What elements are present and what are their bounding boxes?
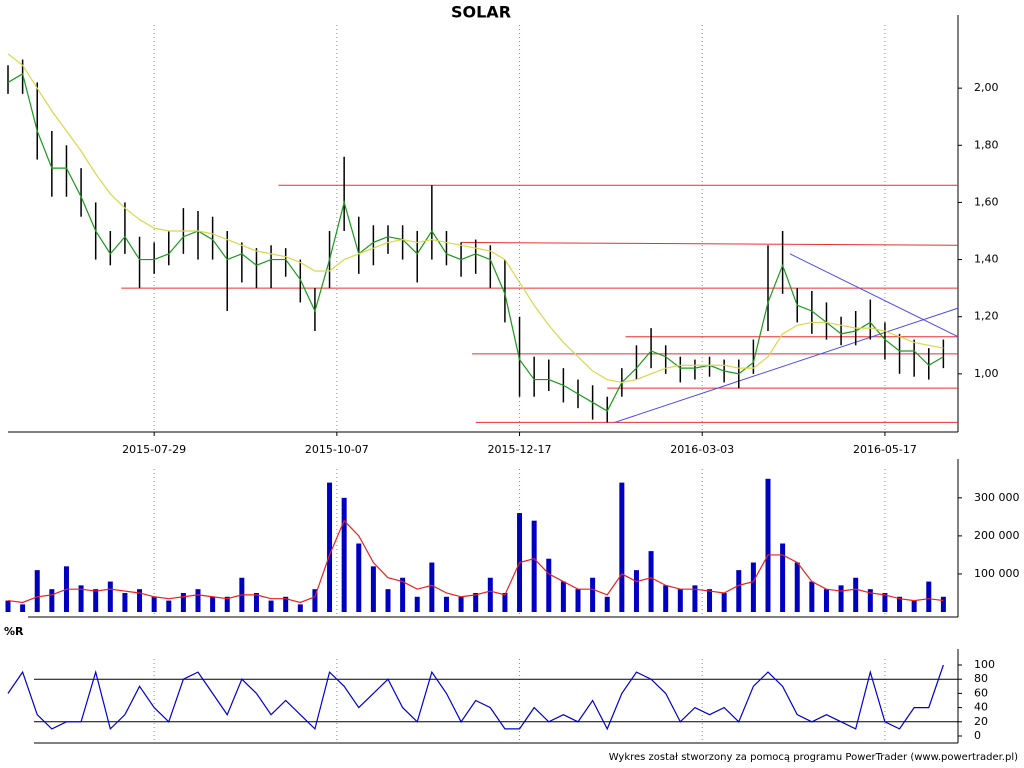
volume-bar — [195, 589, 201, 612]
volume-bar — [356, 543, 362, 612]
volume-bar — [502, 592, 508, 612]
level-line — [789, 253, 959, 338]
y-tick-label: 1,00 — [974, 367, 999, 380]
y-tick-label: 100 — [974, 658, 995, 671]
volume-bar — [210, 596, 216, 612]
series-line — [7, 72, 944, 412]
y-tick-label: 300 000 — [974, 491, 1020, 504]
y-tick-label: 1,60 — [974, 195, 999, 208]
volume-bar — [297, 604, 303, 612]
volume-bar — [823, 589, 829, 612]
y-tick-label: 40 — [974, 701, 988, 714]
volume-bar — [794, 562, 800, 612]
volume-bar — [633, 570, 639, 612]
x-tick-label: 2016-03-03 — [670, 443, 734, 456]
volume-bar — [590, 577, 596, 612]
volume-bar — [736, 570, 742, 612]
volume-bar — [341, 497, 347, 612]
volume-bar — [93, 589, 99, 612]
y-tick-label: 100 000 — [974, 567, 1020, 580]
volume-bar — [692, 585, 698, 612]
volume-bar — [575, 589, 581, 612]
volume-bar — [268, 600, 274, 612]
volume-bar — [151, 596, 157, 612]
y-tick-label: 60 — [974, 686, 988, 699]
volume-bar — [940, 596, 946, 612]
chart-title: SOLAR — [451, 3, 511, 22]
volume-bar — [882, 592, 888, 612]
x-tick-label: 2015-07-29 — [122, 443, 186, 456]
volume-bar — [897, 596, 903, 612]
volume-bar — [560, 581, 566, 612]
volume-bar — [853, 577, 859, 612]
volume-bar — [838, 585, 844, 612]
volume-bar — [780, 543, 786, 612]
volume-bar — [78, 585, 84, 612]
volume-bar — [750, 562, 756, 612]
volume-bar — [648, 551, 654, 612]
volume-bar — [663, 585, 669, 612]
volume-bar — [34, 570, 40, 612]
volume-bar — [926, 581, 932, 612]
volume-bar — [180, 592, 186, 612]
volume-bar — [166, 600, 172, 612]
level-line — [614, 307, 959, 423]
volume-bar — [531, 520, 537, 612]
volume-bar — [487, 577, 493, 612]
series-line — [7, 664, 944, 731]
volume-bar — [429, 562, 435, 612]
volume-bar — [458, 596, 464, 612]
series-line — [7, 519, 944, 604]
y-tick-label: 0 — [974, 729, 981, 742]
volume-bar — [283, 596, 289, 612]
volume-bar — [765, 478, 771, 612]
x-tick-label: 2015-10-07 — [305, 443, 369, 456]
volume-bar — [809, 581, 815, 612]
volume-bar — [312, 589, 318, 612]
volume-bar — [370, 566, 376, 612]
y-tick-label: 2,00 — [974, 81, 999, 94]
volume-bar — [721, 592, 727, 612]
footer: Wykres został stworzony za pomocą progra… — [609, 752, 1018, 763]
volume-bar — [619, 482, 625, 612]
x-tick-label: 2015-12-17 — [488, 443, 552, 456]
volume-bar — [867, 589, 873, 612]
y-tick-label: 1,40 — [974, 253, 999, 266]
x-tick-label: 2016-05-17 — [853, 443, 917, 456]
volume-bar — [546, 558, 552, 612]
y-tick-label: 200 000 — [974, 529, 1020, 542]
volume-bar — [385, 589, 391, 612]
volume-bar — [414, 596, 420, 612]
volume-bar — [5, 600, 11, 612]
y-tick-label: 1,20 — [974, 310, 999, 323]
volume-bar — [20, 604, 26, 612]
y-tick-label: 20 — [974, 715, 988, 728]
volume-bar — [137, 589, 143, 612]
volume-bar — [107, 581, 113, 612]
volume-bar — [911, 600, 917, 612]
volume-bar — [473, 592, 479, 612]
volume-bar — [443, 596, 449, 612]
volume-bar — [224, 596, 230, 612]
panel-label: %R — [4, 625, 24, 638]
volume-bar — [677, 589, 683, 612]
volume-bar — [253, 592, 259, 612]
volume-bar — [604, 596, 610, 612]
volume-bar — [707, 589, 713, 612]
volume-bar — [122, 592, 128, 612]
level-line — [461, 241, 959, 246]
y-tick-label: 1,80 — [974, 138, 999, 151]
volume-bar — [327, 482, 333, 612]
y-tick-label: 80 — [974, 672, 988, 685]
series-line — [7, 53, 944, 384]
volume-bar — [400, 577, 406, 612]
volume-bar — [49, 589, 55, 612]
